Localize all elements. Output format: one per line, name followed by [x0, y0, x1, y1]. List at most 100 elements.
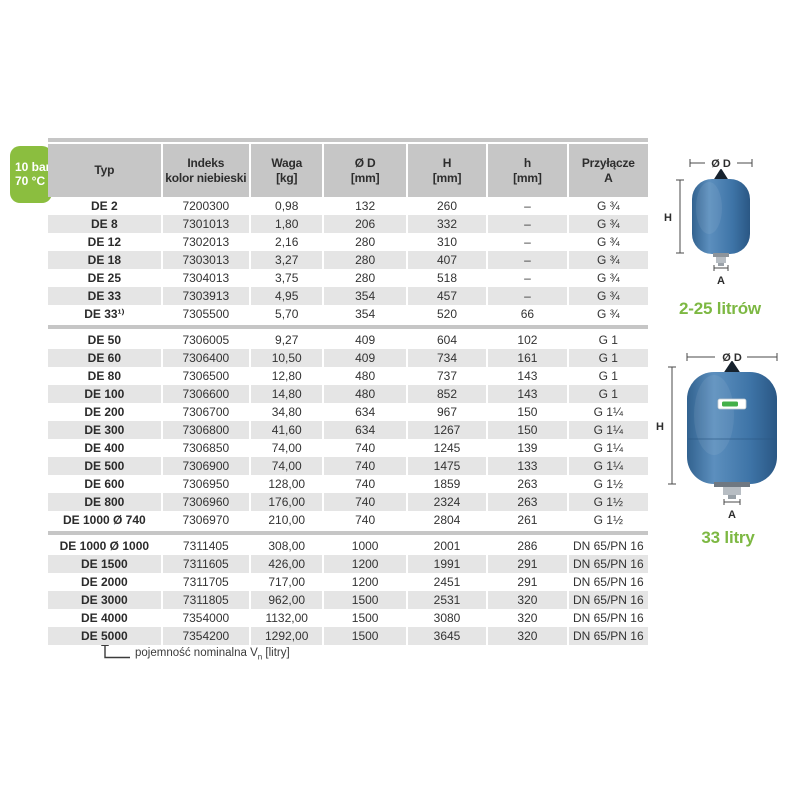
header-sublabel: kolor niebieski [165, 170, 247, 185]
table-cell: 7354000 [182, 611, 230, 625]
table-cell: 150 [488, 421, 567, 439]
table-cell: G 1 [568, 385, 648, 403]
table-row: DE 1500 7311605 426,00 1200 1991 291 DN 65/PN … [48, 555, 648, 573]
table-cell: – [524, 235, 531, 249]
table-cell: 320 [517, 611, 538, 625]
table-cell: G ¾ [568, 251, 648, 269]
table-cell: 7303013 [162, 251, 249, 269]
table-cell: 9,27 [275, 333, 299, 347]
table-cell: 5,70 [275, 307, 299, 321]
header-label: h [523, 155, 531, 170]
table-cell: 7354200 [162, 627, 249, 645]
table-row: DE 1000 Ø 740 7306970 210,00 740 2804 261 G 1½ [48, 511, 648, 529]
table-cell: 1267 [407, 421, 487, 439]
table-cell: DE 1500 [48, 555, 161, 573]
header-cell: Typ [48, 144, 161, 197]
dim-label-diameter: Ø D [722, 352, 742, 364]
table-cell: 280 [324, 251, 406, 269]
dim-label-connection: A [728, 509, 736, 519]
table-cell: 7200300 [182, 199, 230, 213]
table-cell: 143 [517, 369, 538, 383]
table-row: DE 800 7306960 176,00 740 2324 263 G 1½ [48, 493, 648, 511]
table-cell: 1000 [351, 539, 379, 553]
table-cell: 734 [407, 349, 487, 367]
table-row: DE 33¹⁾ 7305500 5,70 354 520 66 G ¾ [48, 305, 648, 323]
table-cell: 320 [488, 627, 567, 645]
table-cell: 7311705 [182, 575, 229, 589]
table-cell: 740 [324, 493, 406, 511]
table-cell: 518 [437, 271, 458, 285]
table-cell: 12,80 [271, 369, 302, 383]
table-cell: DE 400 [84, 441, 125, 455]
table-cell: 7306950 [182, 477, 230, 491]
dim-label-height: H [664, 212, 672, 224]
table-row: DE 2 7200300 0,98 132 260 – G ¾ [48, 197, 648, 215]
table-cell: DE 600 [84, 477, 125, 491]
table-row: DE 8 7301013 1,80 206 332– G ¾ [48, 215, 648, 233]
table-cell: 161 [488, 349, 567, 367]
table-cell: 7302013 [182, 235, 230, 249]
table-cell: 280 [355, 271, 376, 285]
footnote: pojemność nominalna Vn [litry] [96, 634, 290, 662]
table-cell: – [524, 271, 531, 285]
table-cell: G 1½ [568, 493, 648, 511]
table-cell: G 1½ [593, 477, 623, 491]
header-sublabel: [mm] [513, 170, 542, 185]
table-cell: – [488, 215, 567, 233]
header-cell: Indeks kolor niebieski [162, 144, 249, 197]
header-cell: Przyłącze A [568, 144, 648, 197]
table-cell: G ¾ [596, 199, 620, 213]
table-cell: G 1¼ [593, 405, 623, 419]
table-row: DE 200 7306700 34,80 634 967 150 G 1¼ [48, 403, 648, 421]
table-cell: 2001 [433, 539, 461, 553]
table-cell: 139 [517, 441, 538, 455]
table-cell: 1132,00 [265, 611, 308, 625]
table-cell: 634 [355, 405, 376, 419]
table-cell: 1500 [324, 591, 406, 609]
table-cell: 308,00 [268, 539, 306, 553]
table-cell: 480 [324, 385, 406, 403]
table-cell: 0,98 [275, 199, 299, 213]
table-cell: DE 25 [87, 271, 122, 285]
header-label: Przyłącze [581, 155, 635, 170]
table-cell: 280 [355, 235, 376, 249]
table-row: DE 600 7306950 128,00 740 1859 263 G 1½ [48, 475, 648, 493]
table-cell: 4,95 [250, 287, 323, 305]
table-cell: 176,00 [250, 493, 323, 511]
table-cell: 7301013 [162, 215, 249, 233]
header-sublabel: A [604, 170, 613, 185]
table-cell: 133 [488, 457, 567, 475]
table-cell: DE 50 [87, 333, 122, 347]
table-cell: 41,60 [250, 421, 323, 439]
table-cell: G ¾ [568, 215, 648, 233]
table-cell: 210,00 [268, 513, 306, 527]
table-cell: 737 [437, 369, 458, 383]
table-cell: 354 [324, 287, 406, 305]
table-cell: 409 [324, 349, 406, 367]
table-cell: 740 [355, 477, 376, 491]
header-label: Indeks [187, 155, 225, 170]
table-cell: 74,00 [250, 457, 323, 475]
header-label: Typ [94, 163, 115, 177]
table-cell: DE 33¹⁾ [84, 307, 125, 321]
table-cell: 263 [517, 477, 538, 491]
header-cell: H [mm] [407, 144, 487, 197]
table-cell: 962,00 [250, 591, 323, 609]
header-sublabel: [mm] [432, 170, 462, 185]
table-cell: 3645 [407, 627, 487, 645]
table-cell: 206 [324, 215, 406, 233]
table-row: DE 300 7306800 41,60 634 1267 150 G 1¼ [48, 421, 648, 439]
table-cell: 2451 [433, 575, 461, 589]
table-cell: 7311605 [162, 555, 249, 573]
header-label: Ø D [354, 155, 376, 170]
table-row: DE 18 7303013 3,27 280 407– G ¾ [48, 251, 648, 269]
table-cell: 143 [488, 385, 567, 403]
table-cell: 407 [407, 251, 487, 269]
table-cell: DE 300 [48, 421, 161, 439]
table-cell: 3,75 [275, 271, 299, 285]
table-cell: DE 2000 [80, 575, 128, 589]
table-cell: DE 5000 [48, 627, 161, 645]
footnote-text: pojemność nominalna Vn [litry] [135, 646, 290, 661]
table-cell: 426,00 [250, 555, 323, 573]
table-cell: 7306800 [162, 421, 249, 439]
